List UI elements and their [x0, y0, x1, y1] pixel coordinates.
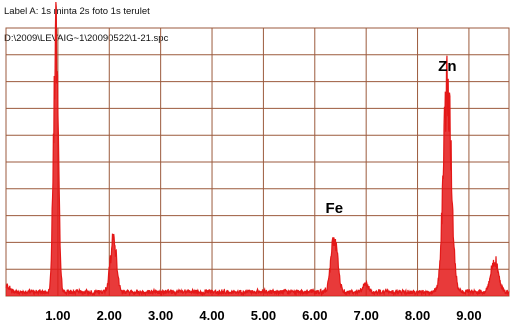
x-tick-label-4: 4.00 [199, 308, 224, 323]
x-tick-label-1: 1.00 [45, 308, 70, 323]
grid-layer [6, 28, 509, 296]
spectrum-line [5, 2, 510, 297]
series-layer [5, 2, 510, 297]
x-tick-label-7: 7.00 [354, 308, 379, 323]
x-tick-label-9: 9.00 [456, 308, 481, 323]
peak-label-zn: Zn [438, 58, 456, 75]
peak-label-fe: Fe [326, 200, 344, 217]
spectrum-label-line: Label A: 1s minta 2s foto 1s terulet [4, 6, 150, 17]
label-layer: 1.00 2.00 3.00 4.00 5.00 6.00 7.00 8.00 9.00 Fe Zn [45, 58, 481, 323]
x-tick-label-3: 3.00 [148, 308, 173, 323]
x-tick-label-2: 2.00 [97, 308, 122, 323]
spectrum-file-path: D:\2009\LEVAIG~1\20090522\1-21.spc [4, 33, 169, 44]
x-tick-label-5: 5.00 [251, 308, 276, 323]
spectrum-area [6, 2, 509, 296]
x-tick-label-8: 8.00 [405, 308, 430, 323]
x-tick-label-6: 6.00 [302, 308, 327, 323]
